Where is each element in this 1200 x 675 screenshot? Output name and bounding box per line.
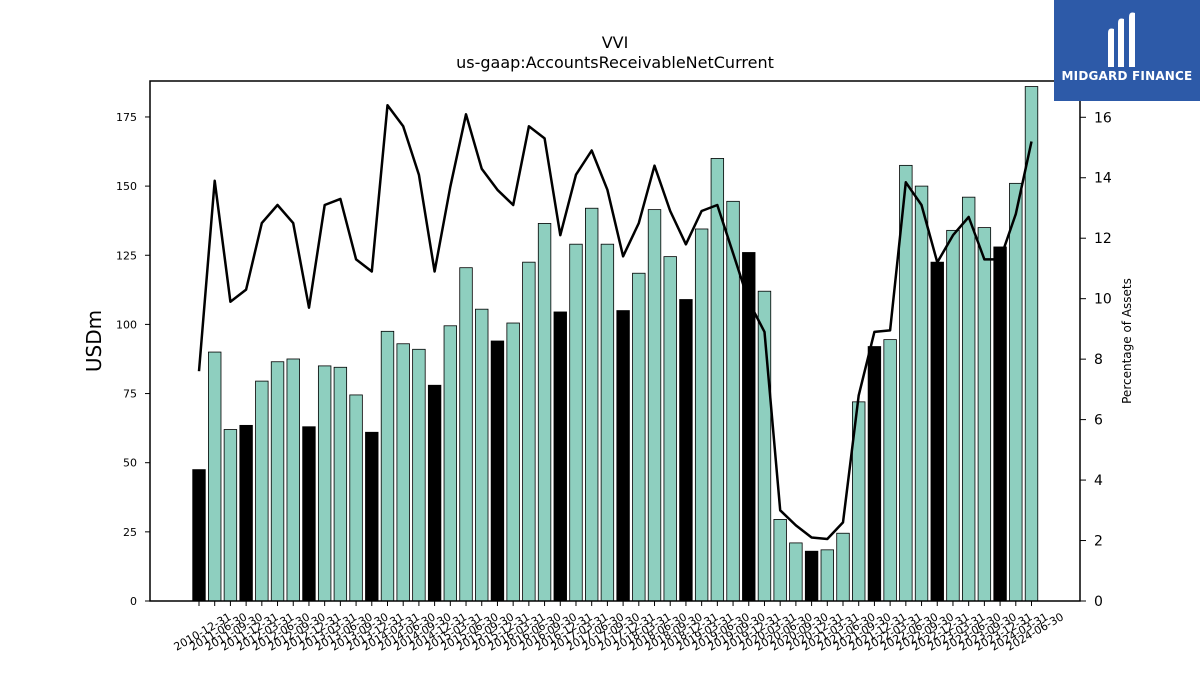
right-tick-label: 10 [1094,292,1112,308]
bar-2013-12-31 [380,330,395,602]
bar-2010-12-31 [192,469,206,602]
right-tick-label: 16 [1094,110,1112,126]
right-tick-label: 0 [1094,594,1103,610]
right-tick-label: 12 [1094,231,1112,247]
chart-subtitle: us-gaap:AccountsReceivableNetCurrent [456,53,774,72]
bar-2017-12-31 [632,272,646,602]
logo-mark-icon [1108,12,1135,67]
bar-2020-03-31 [773,519,787,602]
bar-2014-09-30 [427,384,442,602]
bar-2014-12-31 [443,325,458,602]
left-tick-label: 150 [116,180,137,193]
right-tick-label: 6 [1094,413,1103,429]
plot-frame [149,80,1081,602]
left-tick-label: 125 [116,249,137,262]
right-axis: 0 2 4 6 8 10 12 14 16 [1080,110,1112,610]
bar-2021-03-31 [836,532,850,602]
bar-2013-06-30 [349,394,363,602]
bar-2011-06-30 [223,429,238,602]
bar-2018-09-30 [679,299,693,602]
bar-2015-03-31 [459,267,473,602]
logo-text: MIDGARD FINANCE [1061,69,1193,83]
bar-2023-12-31 [1009,182,1023,602]
line-layer [197,103,1033,541]
bar-2012-12-31 [317,365,332,602]
bar-2014-03-31 [396,343,410,602]
bar-2015-06-30 [475,308,489,602]
y-axis-label-left: USDm [82,310,106,372]
bar-2017-09-30 [616,310,630,602]
chart-title: VVI [602,33,629,52]
bar-2019-03-31 [710,158,725,602]
left-tick-label: 0 [130,595,137,608]
left-tick-label: 75 [123,388,137,401]
bar-2015-12-31 [506,322,520,602]
y-axis-label-right: Percentage of Assets [1120,278,1134,404]
bar-2019-09-30 [742,252,756,602]
bar-2015-09-30 [490,340,505,602]
bars [192,86,1039,602]
percentage-line [197,103,1033,541]
bar-2016-12-31 [569,243,583,602]
bar-2012-03-31 [270,361,285,602]
bar-2020-12-31 [820,549,834,602]
bar-2011-09-30 [239,424,253,602]
bar-2023-03-31 [961,196,976,602]
bar-2021-09-30 [867,346,882,602]
left-tick-label: 25 [123,526,137,539]
bar-2013-03-31 [333,366,348,602]
bar-2020-09-30 [804,550,819,602]
bar-2018-03-31 [647,209,662,602]
bar-2018-12-31 [694,228,709,602]
bar-2011-03-31 [208,351,222,602]
left-axis: 0 25 50 75 100 125 150 175 [116,111,150,608]
right-tick-label: 8 [1094,352,1103,368]
bar-2016-06-30 [537,223,552,602]
right-tick-label: 14 [1094,171,1112,187]
bar-2017-03-31 [585,207,599,602]
bar-2016-03-31 [522,261,536,602]
left-tick-label: 175 [116,111,137,124]
bar-2020-06-30 [789,542,803,602]
left-tick-label: 50 [123,457,137,470]
bar-2019-06-30 [726,200,740,602]
bar-2014-06-30 [412,348,426,602]
bar-2022-12-31 [946,229,960,602]
bar-2011-12-31 [255,380,269,602]
right-tick-label: 2 [1094,534,1103,550]
bar-2023-09-30 [993,246,1007,602]
bar-2017-06-30 [600,243,615,602]
bar-2012-06-30 [286,358,300,602]
bar-2022-09-30 [930,261,944,602]
right-tick-label: 4 [1094,473,1103,489]
bar-2013-09-30 [365,431,379,602]
bar-2021-12-31 [883,339,897,602]
bar-2022-06-30 [914,185,929,602]
x-axis: 2010-12-312011-06-302011-09-302011-12-31… [172,601,1066,654]
bar-2012-09-30 [302,426,316,602]
bar-2023-06-30 [977,227,992,602]
left-tick-label: 100 [116,318,137,331]
midgard-finance-logo: MIDGARD FINANCE [1054,0,1200,101]
bar-2016-09-30 [553,311,567,602]
bar-2018-06-30 [663,256,677,602]
